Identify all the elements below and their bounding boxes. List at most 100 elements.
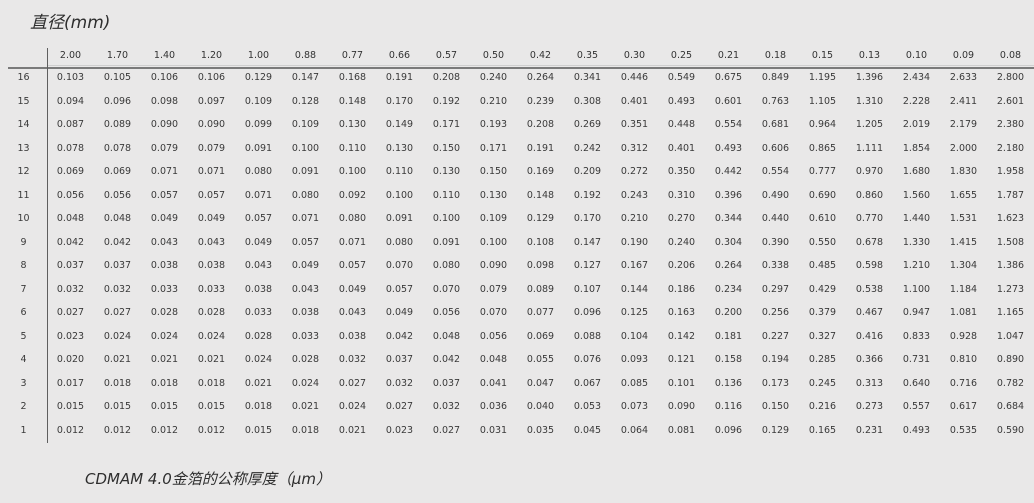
- value-cell: 1.508: [996, 236, 1025, 248]
- value-cell: 0.033: [150, 283, 179, 295]
- value-cell: 0.239: [526, 95, 555, 107]
- value-cell: 0.079: [197, 142, 226, 154]
- value-cell: 1.210: [902, 260, 931, 271]
- value-cell: 0.106: [150, 72, 179, 83]
- value-cell: 0.396: [714, 189, 743, 201]
- value-cell: 0.240: [667, 236, 696, 248]
- table-row: 12 0.069 0.069 0.071 0.071 0.080 0.091 0.100 0.1…: [0, 160, 1034, 184]
- value-cell: 0.129: [761, 424, 790, 436]
- value-cell: 0.675: [714, 72, 743, 83]
- value-cell: 0.097: [197, 95, 226, 107]
- value-cell: 0.190: [620, 236, 649, 248]
- value-cell: 0.069: [56, 166, 85, 177]
- value-cell: 0.038: [197, 260, 226, 271]
- value-cell: 2.228: [902, 95, 931, 107]
- value-cell: 0.678: [855, 236, 884, 248]
- value-cell: 2.633: [949, 72, 978, 83]
- value-cell: 1.560: [902, 189, 931, 201]
- value-cell: 0.171: [432, 119, 461, 130]
- value-cell: 0.590: [996, 424, 1025, 436]
- table-row: 8 0.037 0.037 0.038 0.038 0.043 0.049 0.057 0.07…: [0, 254, 1034, 278]
- value-cell: 0.777: [808, 166, 837, 177]
- value-cell: 2.000: [949, 142, 978, 154]
- value-cell: 2.601: [996, 95, 1025, 107]
- value-cell: 1.787: [996, 189, 1025, 201]
- value-cell: 0.130: [338, 119, 367, 130]
- value-cell: 0.308: [573, 95, 602, 107]
- column-header: 1.00: [235, 46, 282, 66]
- value-cell: 0.446: [620, 72, 649, 83]
- value-cell: 1.310: [855, 95, 884, 107]
- value-cell: 0.064: [620, 424, 649, 436]
- value-cell: 0.056: [103, 189, 132, 201]
- value-cell: 0.038: [338, 330, 367, 342]
- value-cell: 0.125: [620, 307, 649, 318]
- value-cell: 0.089: [103, 119, 132, 130]
- value-cell: 0.015: [103, 401, 132, 412]
- value-cell: 0.344: [714, 213, 743, 224]
- value-cell: 0.100: [338, 166, 367, 177]
- value-cell: 0.032: [56, 283, 85, 295]
- value-cell: 1.330: [902, 236, 931, 248]
- value-cell: 0.037: [432, 377, 461, 389]
- value-cell: 0.731: [902, 354, 931, 365]
- value-cell: 1.655: [949, 189, 978, 201]
- value-cell: 0.109: [291, 119, 320, 130]
- value-cell: 0.021: [291, 401, 320, 412]
- value-cell: 0.109: [244, 95, 273, 107]
- value-cell: 0.493: [714, 142, 743, 154]
- value-cell: 0.023: [56, 330, 85, 342]
- value-cell: 0.079: [150, 142, 179, 154]
- value-cell: 0.107: [573, 283, 602, 295]
- value-cell: 0.071: [338, 236, 367, 248]
- value-cell: 0.053: [573, 401, 602, 412]
- row-label: 12: [17, 166, 30, 177]
- value-cell: 0.038: [291, 307, 320, 318]
- value-cell: 0.104: [620, 330, 649, 342]
- value-cell: 0.208: [432, 72, 461, 83]
- value-cell: 0.015: [244, 424, 273, 436]
- value-cell: 0.024: [197, 330, 226, 342]
- value-cell: 1.830: [949, 166, 978, 177]
- value-cell: 0.493: [667, 95, 696, 107]
- value-cell: 0.206: [667, 260, 696, 271]
- value-cell: 0.021: [103, 354, 132, 365]
- value-cell: 0.032: [338, 354, 367, 365]
- value-cell: 0.148: [526, 189, 555, 201]
- column-header: 0.42: [517, 46, 564, 66]
- column-header: 0.09: [940, 46, 987, 66]
- value-cell: 0.947: [902, 307, 931, 318]
- value-cell: 0.127: [573, 260, 602, 271]
- label-column-divider: [47, 48, 48, 443]
- value-cell: 0.057: [197, 189, 226, 201]
- value-cell: 0.192: [432, 95, 461, 107]
- value-cell: 0.171: [479, 142, 508, 154]
- value-cell: 0.043: [197, 236, 226, 248]
- value-cell: 0.242: [573, 142, 602, 154]
- value-cell: 0.042: [385, 330, 414, 342]
- value-cell: 0.079: [479, 283, 508, 295]
- value-cell: 0.031: [479, 424, 508, 436]
- value-cell: 0.091: [385, 213, 414, 224]
- thickness-table: 2.00 1.70 1.40 1.20 1.00 0.88 0.77 0.66 0.57 0.50…: [0, 46, 1034, 443]
- value-cell: 0.150: [761, 401, 790, 412]
- value-cell: 0.049: [291, 260, 320, 271]
- value-cell: 0.087: [56, 119, 85, 130]
- value-cell: 0.015: [150, 401, 179, 412]
- value-cell: 0.043: [338, 307, 367, 318]
- value-cell: 0.366: [855, 354, 884, 365]
- value-cell: 0.416: [855, 330, 884, 342]
- value-cell: 0.048: [56, 213, 85, 224]
- value-cell: 0.098: [526, 260, 555, 271]
- value-cell: 1.396: [855, 72, 884, 83]
- row-label: 6: [20, 307, 27, 318]
- value-cell: 1.386: [996, 260, 1025, 271]
- value-cell: 0.080: [338, 213, 367, 224]
- value-cell: 0.341: [573, 72, 602, 83]
- value-cell: 0.598: [855, 260, 884, 271]
- value-cell: 0.192: [573, 189, 602, 201]
- row-label: 2: [20, 401, 27, 412]
- column-header: 0.08: [987, 46, 1034, 66]
- row-label: 7: [20, 283, 27, 295]
- value-cell: 0.015: [197, 401, 226, 412]
